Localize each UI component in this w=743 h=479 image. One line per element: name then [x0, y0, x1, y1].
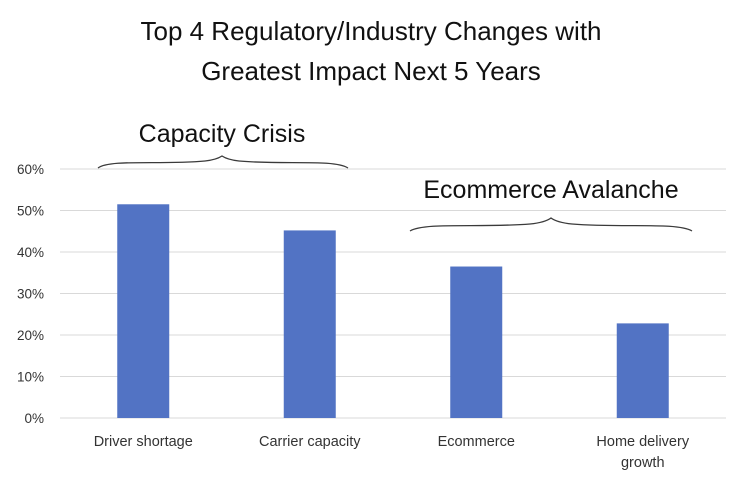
gridlines [60, 168, 726, 419]
annotation-capacity-crisis: Capacity Crisis [97, 120, 349, 169]
annotation-ecommerce-avalanche-label: Ecommerce Avalanche [423, 176, 678, 204]
y-tick-label: 40% [17, 245, 44, 260]
bar-home-delivery-growth [616, 323, 669, 418]
y-tick-label: 10% [17, 370, 44, 385]
y-tick-label: 0% [24, 411, 44, 426]
chart-title-line-1: Top 4 Regulatory/Industry Changes with [140, 16, 601, 46]
ecommerce-avalanche-brace [409, 217, 693, 232]
capacity-crisis-brace [97, 155, 349, 169]
x-category-label: Home delivery [596, 434, 689, 450]
bar-carrier-capacity [283, 230, 336, 418]
bar-driver-shortage [117, 204, 170, 418]
x-category-label: Carrier capacity [259, 434, 361, 450]
x-category-label: growth [621, 455, 665, 471]
x-category-label: Driver shortage [94, 434, 193, 450]
y-tick-label: 50% [17, 204, 44, 219]
x-category-label: Ecommerce [438, 434, 515, 450]
annotation-ecommerce-avalanche: Ecommerce Avalanche [409, 176, 693, 232]
y-tick-label: 60% [17, 162, 44, 177]
y-axis-ticks: 0% 10% 20% 30% 40% 50% 60% [17, 162, 44, 426]
bar-ecommerce [450, 266, 503, 418]
y-tick-label: 20% [17, 328, 44, 343]
bars [117, 204, 669, 418]
annotation-capacity-crisis-label: Capacity Crisis [139, 120, 306, 148]
x-axis-categories: Driver shortage Carrier capacity Ecommerce… [94, 434, 690, 471]
chart-title-line-2: Greatest Impact Next 5 Years [201, 56, 541, 86]
y-tick-label: 30% [17, 287, 44, 302]
